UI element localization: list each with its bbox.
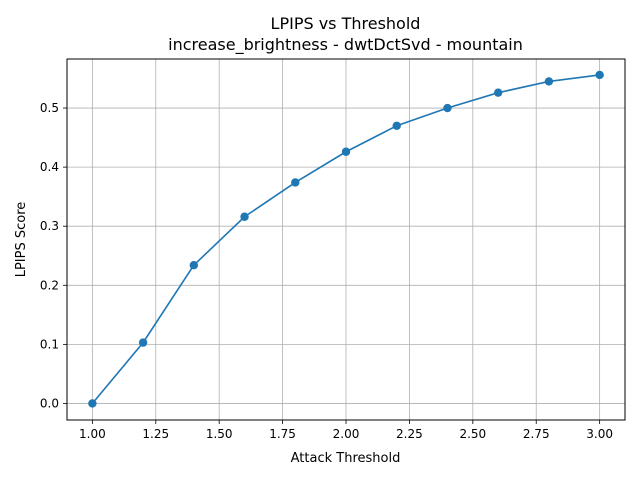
x-tick-label: 2.50 (459, 427, 486, 441)
x-tick-label: 2.25 (396, 427, 423, 441)
data-point (493, 88, 503, 97)
data-point (544, 77, 554, 86)
x-axis-label: Attack Threshold (291, 451, 401, 466)
y-axis-label: LPIPS Score (14, 202, 29, 278)
grid (67, 59, 625, 420)
axis-ticks: 1.00 1.25 1.50 1.75 2.00 2.25 2.50 2.75 3.00 0.0 0… (40, 101, 613, 441)
y-tick-label: 0.4 (40, 160, 59, 174)
x-tick-label: 1.25 (142, 427, 169, 441)
data-point (595, 70, 604, 80)
chart-title: LPIPS vs Threshold (271, 14, 421, 33)
data-point (138, 338, 148, 347)
x-tick-label: 2.75 (523, 427, 550, 441)
x-tick-label: 1.50 (206, 427, 233, 441)
x-tick-label: 1.75 (269, 427, 296, 441)
data-point (443, 103, 452, 113)
y-tick-label: 0.3 (40, 219, 59, 233)
x-tick-label: 1.00 (79, 427, 106, 441)
y-tick-label: 0.1 (40, 337, 59, 351)
data-point (240, 212, 249, 221)
data-point (189, 261, 199, 270)
y-tick-label: 0.0 (40, 396, 59, 410)
data-point (392, 121, 401, 130)
data-point (291, 178, 300, 187)
y-tick-label: 0.2 (40, 278, 59, 292)
y-tick-label: 0.5 (40, 101, 59, 115)
x-tick-label: 2.00 (333, 427, 360, 441)
chart-subtitle: increase_brightness - dwtDctSvd - mounta… (168, 35, 523, 55)
x-tick-label: 3.00 (586, 427, 613, 441)
plot-data (88, 70, 604, 408)
data-point (341, 147, 351, 156)
data-point (88, 399, 97, 408)
